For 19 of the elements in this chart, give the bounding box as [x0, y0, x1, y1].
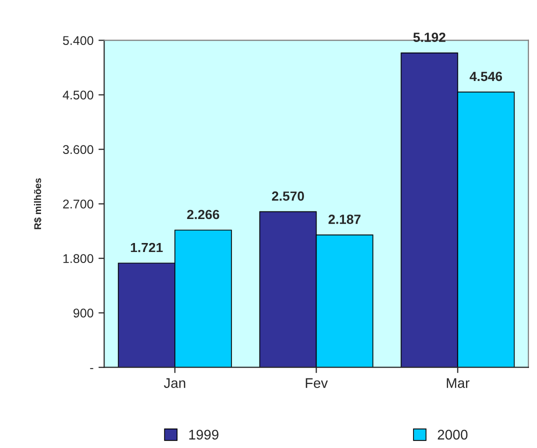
y-tick-label: 3.600: [62, 145, 94, 154]
data-label: 4.546: [470, 72, 502, 82]
y-axis-title: R$ milhões: [34, 178, 42, 230]
y-tick-label: 5.400: [62, 36, 94, 45]
legend-label: 1999: [189, 430, 218, 440]
x-tick-label: Mar: [446, 378, 470, 388]
y-tick-label: 2.700: [63, 200, 94, 208]
data-label: 2.266: [187, 210, 220, 220]
data-label: 1.721: [130, 242, 163, 252]
y-tick-label: 900: [73, 308, 94, 318]
x-tick-label: Fev: [306, 378, 328, 388]
data-label: 2.187: [328, 214, 361, 224]
legend-label: 2000: [438, 430, 468, 440]
y-tick-label: -: [90, 368, 94, 370]
y-tick-label: 4.500: [62, 90, 94, 100]
y-tick-label: 1.800: [63, 254, 94, 263]
data-label: 2.570: [272, 191, 304, 201]
x-tick-label: Jan: [164, 378, 186, 388]
data-label: 5.192: [413, 32, 446, 42]
